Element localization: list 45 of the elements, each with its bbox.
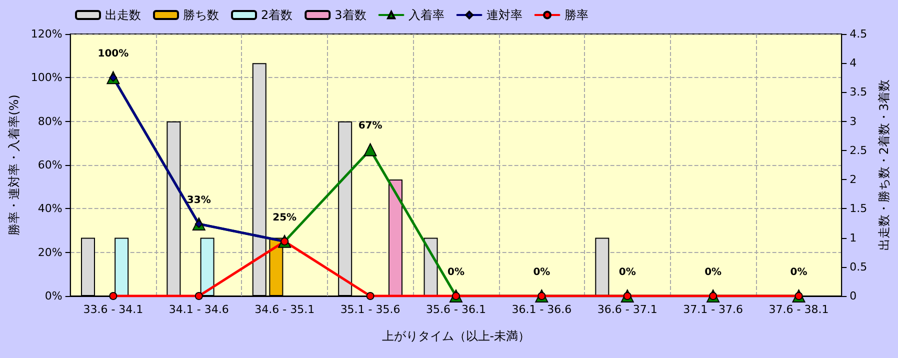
- y2-tick-label: 1.5: [850, 202, 868, 216]
- x-tick-label: 35.1 - 35.6: [340, 303, 400, 316]
- data-label: 0%: [533, 267, 550, 278]
- x-tick-label: 36.6 - 37.1: [597, 303, 658, 316]
- y2-tick-label: 3.5: [850, 86, 868, 99]
- y2-tick-label: 0: [850, 290, 857, 302]
- y-tick-label: 80%: [38, 114, 62, 128]
- y-tick-label: 100%: [30, 71, 62, 84]
- legend-label: 3着数: [334, 8, 366, 22]
- x-tick-label: 34.1 - 34.6: [168, 303, 229, 316]
- x-axis-title: 上がりタイム（以上-未満）: [382, 329, 530, 343]
- y2-tick-label: 1: [850, 231, 857, 244]
- y2-tick-label: 2: [850, 173, 857, 186]
- legend-label: 勝率: [564, 8, 588, 22]
- legend-label: 出走数: [105, 8, 141, 22]
- legend-label: 連対率: [486, 8, 522, 22]
- data-label: 0%: [790, 267, 808, 278]
- y2-tick-label: 4.5: [850, 28, 868, 40]
- y-tick-label: 60%: [38, 158, 62, 172]
- y-tick-label: 20%: [38, 246, 62, 259]
- y-axis-title: 勝率・連対率・入着率(%): [7, 94, 21, 236]
- y2-tick-label: 2.5: [850, 144, 868, 157]
- y2-tick-label: 3: [850, 114, 857, 128]
- y-tick-label: 0%: [44, 290, 62, 302]
- y-tick-label: 40%: [38, 202, 62, 216]
- x-tick-label: 33.6 - 34.1: [83, 303, 144, 316]
- data-label: 33%: [186, 194, 211, 206]
- x-tick-label: 37.1 - 37.6: [683, 303, 744, 316]
- y2-axis-title: 出走数・勝ち数・2着数・3着数: [877, 79, 891, 251]
- y2-tick-label: 0.5: [850, 260, 868, 274]
- data-label: 67%: [358, 120, 382, 132]
- legend-label: 勝ち数: [183, 8, 219, 22]
- data-label: 100%: [98, 48, 129, 60]
- y-tick-label: 120%: [30, 28, 62, 40]
- data-label: 0%: [704, 267, 722, 278]
- legend-label: 入着率: [408, 8, 444, 22]
- data-label: 0%: [618, 267, 636, 278]
- x-tick-label: 37.6 - 38.1: [768, 303, 829, 316]
- x-tick-label: 34.6 - 35.1: [254, 303, 315, 316]
- x-tick-label: 36.1 - 36.6: [512, 303, 572, 316]
- x-tick-label: 35.6 - 36.1: [426, 303, 486, 316]
- data-label: 25%: [272, 212, 297, 224]
- y2-tick-label: 4: [850, 56, 857, 70]
- data-label: 0%: [447, 267, 464, 278]
- legend-label: 2着数: [261, 8, 293, 22]
